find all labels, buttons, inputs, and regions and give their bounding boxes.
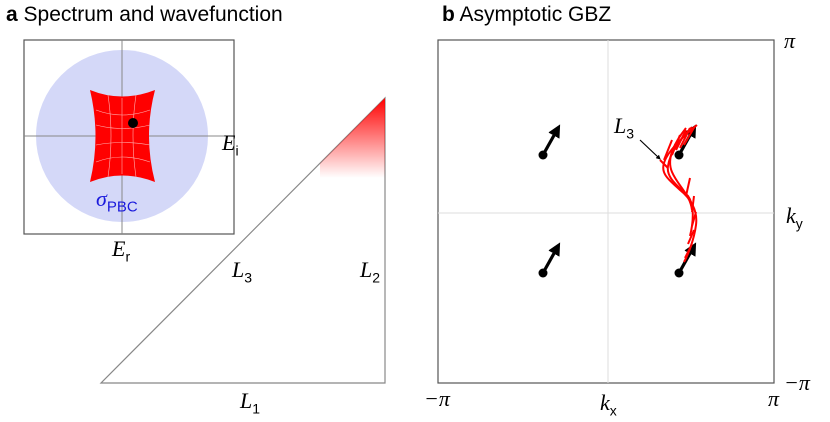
pbc-sub: PBC bbox=[106, 198, 138, 216]
edge-1-sub: 1 bbox=[252, 400, 261, 417]
spectrum-point bbox=[128, 118, 138, 128]
ky-max-tick: π bbox=[784, 28, 796, 53]
kx-sub: x bbox=[609, 402, 617, 419]
ky-min-tick: −π bbox=[784, 370, 810, 395]
edge-3-letter: L bbox=[232, 257, 245, 282]
gbz-frame bbox=[437, 39, 775, 384]
gbz-arrow bbox=[677, 242, 697, 274]
panel-a-title-text: Spectrum and wavefunction bbox=[23, 3, 283, 26]
gbz-arrow bbox=[541, 124, 561, 156]
spectrum-mesh bbox=[95, 94, 151, 178]
triangle-edge-1-label: L1 bbox=[240, 390, 260, 419]
gbz-plot bbox=[437, 39, 775, 384]
kx-letter: k bbox=[600, 390, 610, 415]
l3-trajectory bbox=[659, 124, 698, 263]
gbz-arrow bbox=[541, 242, 561, 274]
pbc-sigma: σ bbox=[96, 186, 107, 211]
spectrum-blob bbox=[90, 90, 155, 182]
inset-imag-axis-sub: i bbox=[235, 142, 239, 159]
inset-imag-axis-letter: E bbox=[222, 130, 236, 155]
kx-max-tick: π bbox=[768, 386, 780, 411]
kx-min-tick: −π bbox=[424, 386, 450, 411]
gbz-point bbox=[538, 268, 548, 278]
gbz-point bbox=[674, 150, 684, 160]
edge-2-sub: 2 bbox=[372, 269, 381, 286]
ky-axis-label: ky bbox=[786, 205, 803, 234]
l3-annotation: L3 bbox=[614, 115, 634, 144]
ky-letter: k bbox=[786, 203, 796, 228]
kx-axis-label: kx bbox=[600, 392, 617, 421]
triangle-edge-3-label: L3 bbox=[232, 259, 252, 288]
inset-imag-axis-label: Ei bbox=[222, 132, 239, 161]
wavefunction-density bbox=[320, 98, 385, 178]
panel-b-title-text: Asymptotic GBZ bbox=[459, 3, 612, 26]
inset-real-axis-label: Er bbox=[112, 238, 130, 267]
panel-b-title: b Asymptotic GBZ bbox=[442, 4, 611, 26]
l3-pointer bbox=[639, 139, 661, 160]
l3-annotation-sub: 3 bbox=[626, 125, 635, 142]
ky-sub: y bbox=[795, 215, 803, 232]
panel-a-letter: a bbox=[6, 3, 18, 26]
l3-annotation-letter: L bbox=[614, 113, 627, 138]
gbz-point bbox=[538, 150, 548, 160]
spectrum-inset bbox=[23, 39, 235, 235]
gbz-point bbox=[674, 268, 684, 278]
pbc-region-label: σPBC bbox=[96, 188, 138, 218]
triangle-edge-2-label: L2 bbox=[360, 259, 380, 288]
inset-real-axis-letter: E bbox=[112, 236, 126, 261]
edge-3-sub: 3 bbox=[244, 269, 253, 286]
panel-a-title: a Spectrum and wavefunction bbox=[6, 4, 283, 26]
edge-1-letter: L bbox=[240, 388, 253, 413]
triangle-outline bbox=[99, 96, 386, 384]
panel-b-letter: b bbox=[442, 3, 455, 26]
edge-2-letter: L bbox=[360, 257, 373, 282]
inset-real-axis-sub: r bbox=[125, 248, 131, 265]
